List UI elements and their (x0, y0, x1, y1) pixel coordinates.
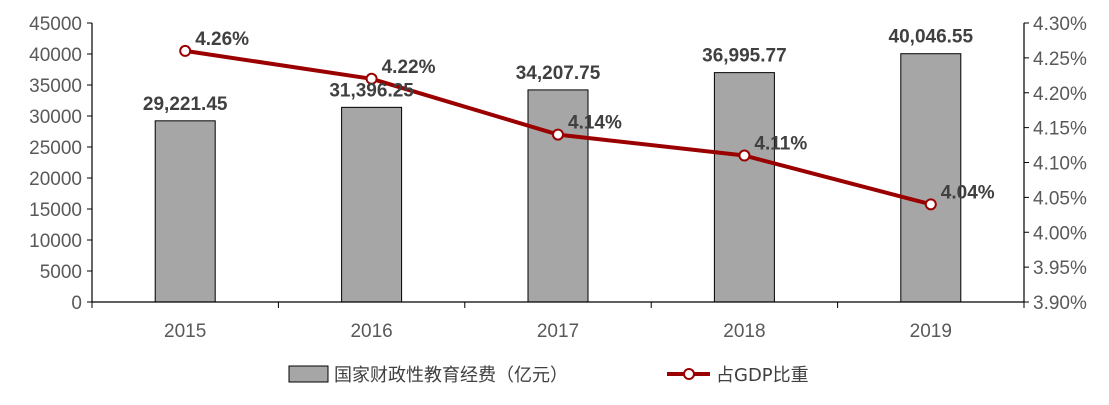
legend-line-marker (683, 368, 695, 380)
left-axis-ticks: 0 5000 10000 15000 20000 25000 30000 35000 40000… (29, 14, 92, 314)
bar (900, 53, 962, 303)
left-tick-label: 5000 (40, 262, 82, 283)
right-tick-label: 4.10% (1033, 154, 1087, 175)
right-axis-ticks: 3.90% 3.95% 4.00% 4.05% 4.10% 4.15% 4.20% 4.25%… (1024, 14, 1087, 314)
line-point (738, 149, 751, 162)
line-point (552, 128, 564, 141)
bar-data-label: 31,396.25 (329, 80, 414, 101)
line-data-label: 4.11% (754, 134, 807, 155)
left-tick-label: 25000 (29, 138, 82, 159)
bar-data-label: 34,207.75 (516, 63, 601, 84)
x-tick-label: 2017 (537, 321, 579, 342)
legend-bar-label: 国家财政性教育经费（亿元） (334, 365, 568, 386)
axes (91, 23, 1025, 303)
right-tick-label: 3.95% (1033, 258, 1087, 279)
x-tick-label: 2018 (723, 321, 765, 342)
left-tick-label: 20000 (29, 169, 82, 190)
legend: 国家财政性教育经费（亿元） 占GDP比重 (288, 365, 809, 386)
bar (154, 120, 216, 303)
right-tick-label: 4.00% (1033, 223, 1087, 244)
left-tick-label: 30000 (29, 107, 82, 128)
left-tick-label: 0 (71, 293, 82, 314)
left-tick-label: 45000 (29, 14, 82, 35)
bar (341, 106, 403, 303)
legend-line-label: 占GDP比重 (716, 365, 809, 386)
bar-data-label: 36,995.77 (702, 46, 787, 67)
right-tick-label: 4.20% (1033, 84, 1087, 105)
line-point (365, 72, 378, 85)
x-tick-label: 2019 (910, 321, 952, 342)
line-series (179, 44, 937, 211)
right-tick-label: 4.30% (1033, 14, 1087, 35)
right-tick-label: 4.15% (1033, 119, 1087, 140)
x-tick-label: 2015 (164, 321, 206, 342)
line-data-label: 4.04% (941, 182, 995, 203)
bar-data-labels: 29,221.45 31,396.25 34,207.75 36,995.77 40,0… (143, 27, 974, 115)
line-data-labels: 4.26% 4.22% 4.14% 4.11% 4.04% (195, 29, 995, 203)
right-tick-label: 3.90% (1033, 293, 1087, 314)
legend-bar-swatch (288, 365, 329, 383)
left-tick-label: 10000 (29, 231, 82, 252)
line-point (924, 198, 937, 211)
line-data-label: 4.26% (195, 29, 249, 50)
bar-data-label: 40,046.55 (889, 27, 974, 48)
line-point (179, 44, 192, 57)
bar (713, 72, 775, 303)
line-data-label: 4.22% (382, 57, 436, 78)
right-tick-label: 4.25% (1033, 49, 1087, 70)
line-data-label: 4.14% (568, 113, 622, 134)
bar-series (154, 53, 962, 303)
left-tick-label: 15000 (29, 200, 82, 221)
bar (527, 89, 589, 303)
x-axis-ticks: 2015 2016 2017 2018 2019 (91, 302, 1025, 342)
right-tick-label: 4.05% (1033, 188, 1087, 209)
x-tick-label: 2016 (350, 321, 392, 342)
bar-data-label: 29,221.45 (143, 94, 228, 115)
left-tick-label: 40000 (29, 45, 82, 66)
left-tick-label: 35000 (29, 76, 82, 97)
